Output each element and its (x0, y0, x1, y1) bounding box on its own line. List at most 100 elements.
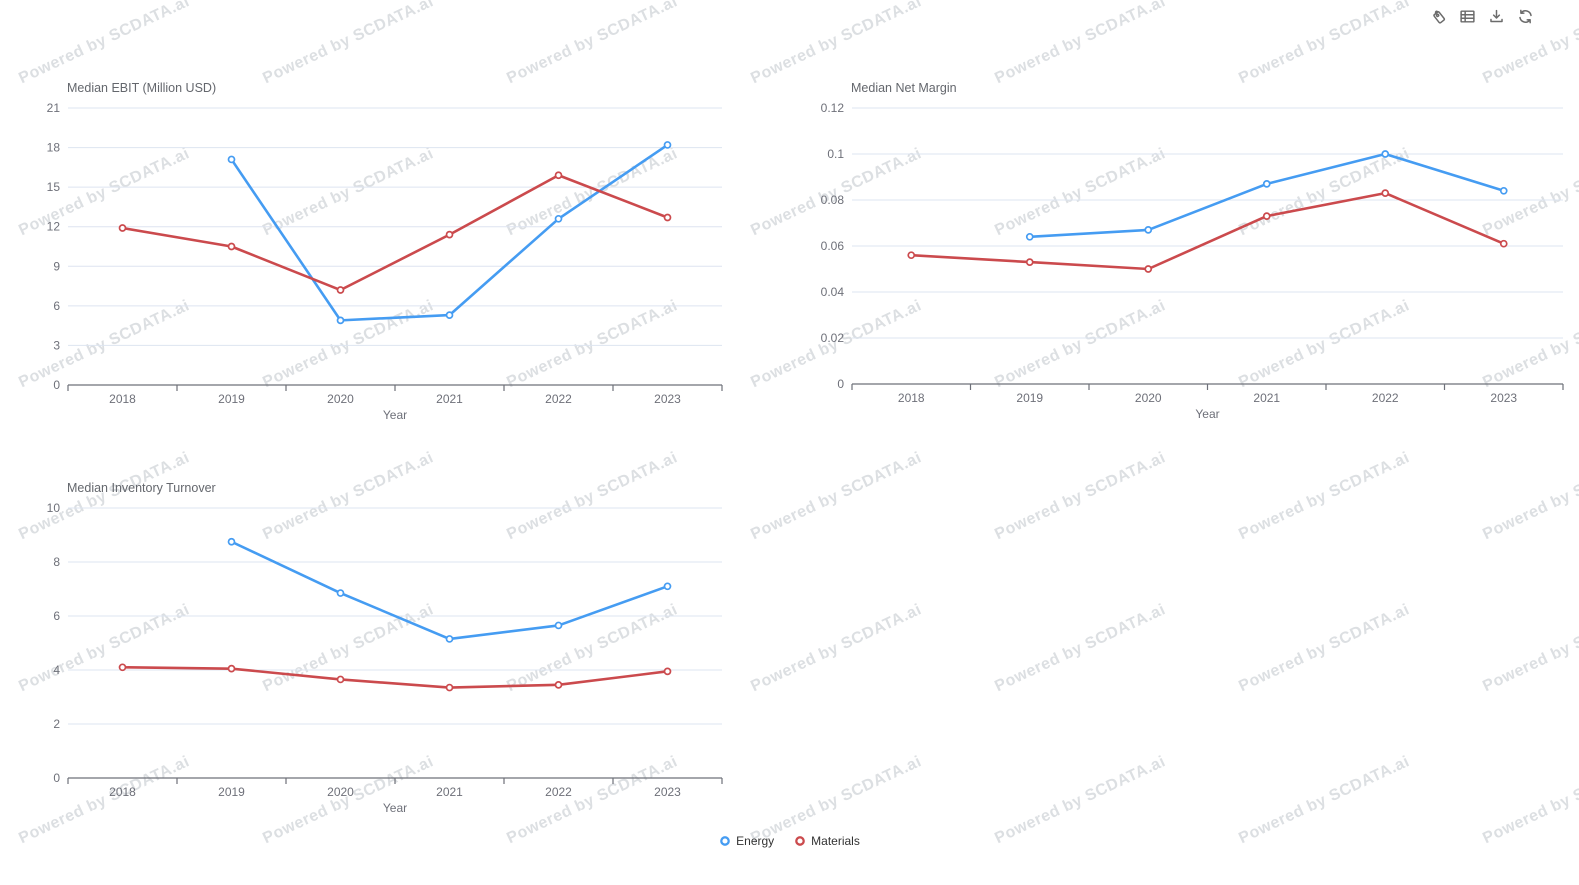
chart-median-inventory-turnover: 0 2 4 6 8 10 2018 2019 2020 2021 2022 2023 Year Media… (47, 481, 723, 815)
legend-label: Materials (811, 834, 860, 848)
y-tick-label: 0.12 (821, 101, 845, 115)
chart-title: Median Inventory Turnover (67, 481, 216, 495)
data-point-materials-2020[interactable] (336, 286, 345, 294)
data-point-energy-2020[interactable] (1144, 226, 1153, 234)
data-point-energy-2020[interactable] (336, 589, 345, 597)
chart-title: Median EBIT (Million USD) (67, 81, 216, 95)
data-point-materials-2021[interactable] (445, 683, 454, 692)
y-tick-label: 0.1 (827, 147, 844, 161)
data-point-materials-2023[interactable] (1499, 239, 1508, 248)
x-tick-label: 2021 (1253, 391, 1280, 405)
y-tick-label: 0 (53, 771, 60, 785)
data-point-materials-2018[interactable] (907, 251, 916, 260)
data-point-materials-2018[interactable] (118, 224, 127, 232)
data-point-energy-2019[interactable] (227, 537, 236, 546)
data-point-energy-2022[interactable] (1381, 150, 1390, 158)
x-tick-label: 2020 (1135, 391, 1162, 405)
x-tick-label: 2022 (545, 392, 572, 406)
tag-button[interactable] (1429, 7, 1448, 26)
x-tick-label: 2018 (109, 392, 136, 406)
x-axis-name: Year (383, 801, 407, 815)
data-point-materials-2020[interactable] (1144, 265, 1153, 273)
data-point-energy-2020[interactable] (336, 316, 345, 325)
y-tick-label: 2 (53, 717, 60, 731)
data-point-energy-2019[interactable] (1025, 232, 1034, 241)
data-point-materials-2021[interactable] (445, 230, 454, 239)
y-tick-label: 0.08 (821, 193, 845, 207)
x-tick-label: 2019 (218, 392, 245, 406)
y-tick-label: 0 (837, 377, 844, 391)
x-tick-label: 2022 (545, 785, 572, 799)
x-tick-label: 2023 (654, 392, 681, 406)
series-line-materials[interactable] (121, 665, 669, 689)
x-tick-label: 2023 (654, 785, 681, 799)
x-tick-label: 2019 (1016, 391, 1043, 405)
y-tick-label: 21 (47, 101, 61, 115)
data-point-energy-2021[interactable] (1262, 180, 1271, 188)
data-point-materials-2019[interactable] (227, 242, 236, 251)
x-axis-name: Year (383, 408, 407, 422)
chart-median-ebit-million-usd: 0 3 6 9 12 15 18 21 2018 2019 2020 2021 2022 2023 Year… (47, 81, 723, 422)
x-tick-label: 2018 (898, 391, 925, 405)
download-icon (1490, 9, 1503, 23)
data-point-materials-2018[interactable] (118, 663, 127, 672)
data-view-button[interactable] (1458, 7, 1477, 26)
x-tick-label: 2020 (327, 392, 354, 406)
download-button[interactable] (1487, 7, 1506, 26)
x-tick-label: 2021 (436, 392, 463, 406)
y-tick-label: 12 (47, 220, 61, 234)
data-point-energy-2023[interactable] (1499, 186, 1508, 195)
legend-item-energy[interactable]: Energy (719, 834, 774, 848)
series-line-energy[interactable] (1028, 152, 1506, 239)
chart-legend: Energy Materials (0, 834, 1579, 848)
data-point-energy-2021[interactable] (445, 311, 454, 319)
data-point-energy-2022[interactable] (554, 621, 563, 630)
x-tick-label: 2020 (327, 785, 354, 799)
chart-title: Median Net Margin (851, 81, 957, 95)
y-tick-label: 3 (53, 338, 60, 352)
legend-item-materials[interactable]: Materials (794, 834, 860, 848)
legend-marker-icon (720, 836, 730, 846)
y-tick-label: 0.02 (821, 331, 845, 345)
legend-marker-icon (795, 836, 806, 846)
series-line-energy[interactable] (230, 540, 669, 641)
series-line-materials[interactable] (909, 191, 1506, 271)
y-tick-label: 6 (53, 299, 60, 313)
legend-label: Energy (736, 834, 775, 848)
data-point-energy-2023[interactable] (663, 582, 672, 591)
data-point-materials-2023[interactable] (663, 213, 672, 222)
y-tick-label: 6 (53, 609, 60, 623)
data-point-materials-2020[interactable] (336, 675, 345, 684)
x-tick-label: 2018 (109, 785, 136, 799)
data-point-energy-2019[interactable] (227, 155, 236, 164)
y-tick-label: 18 (47, 141, 61, 155)
data-point-energy-2023[interactable] (663, 141, 672, 149)
y-tick-label: 0.06 (821, 239, 845, 253)
series-line-materials[interactable] (121, 173, 669, 292)
data-point-materials-2022[interactable] (554, 680, 563, 689)
chart-median-net-margin: 0 0.02 0.04 0.06 0.08 0.1 0.12 2018 2019 2020 2021… (821, 81, 1564, 421)
y-tick-label: 0 (53, 378, 60, 392)
y-tick-label: 10 (47, 501, 61, 515)
data-point-energy-2022[interactable] (554, 214, 563, 223)
data-point-materials-2022[interactable] (554, 171, 563, 180)
data-point-materials-2019[interactable] (227, 664, 236, 673)
x-tick-label: 2023 (1490, 391, 1517, 405)
refresh-button[interactable] (1516, 7, 1535, 26)
y-tick-label: 15 (47, 180, 61, 194)
data-point-materials-2019[interactable] (1025, 258, 1034, 266)
data-point-energy-2021[interactable] (445, 635, 454, 643)
refresh-icon (1519, 9, 1532, 24)
data-view-table-icon (1460, 10, 1475, 23)
data-point-materials-2022[interactable] (1381, 189, 1390, 197)
x-tick-label: 2019 (218, 785, 245, 799)
data-point-materials-2023[interactable] (663, 667, 672, 676)
x-tick-label: 2022 (1372, 391, 1399, 405)
data-point-materials-2021[interactable] (1262, 212, 1271, 220)
x-tick-label: 2021 (436, 785, 463, 799)
y-tick-label: 9 (53, 259, 60, 273)
chart-toolbar (1429, 7, 1535, 26)
y-tick-label: 0.04 (821, 285, 845, 299)
